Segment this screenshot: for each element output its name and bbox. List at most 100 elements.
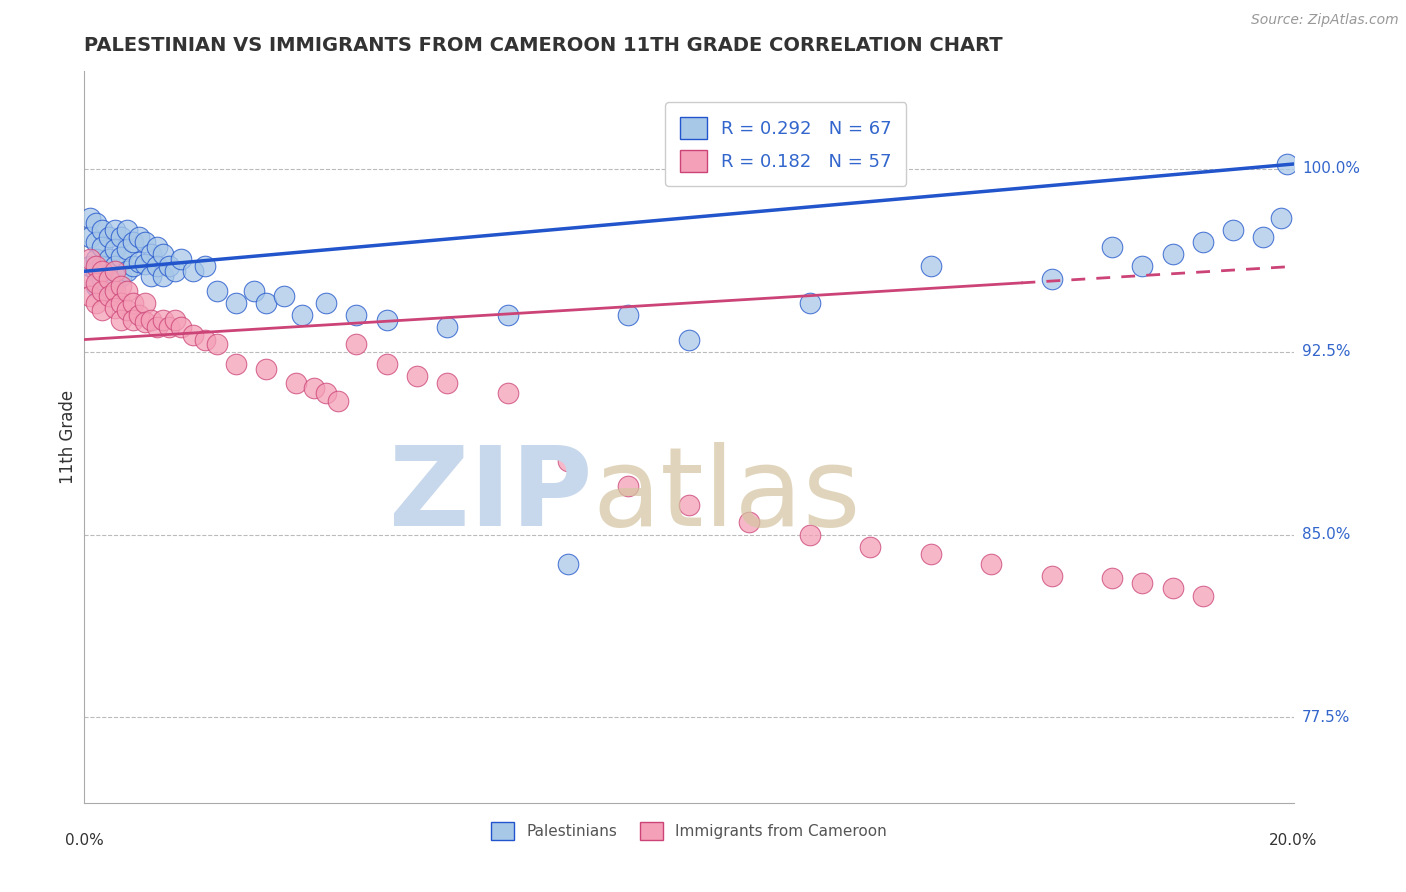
Point	[225, 296, 247, 310]
Point	[1192, 589, 1215, 603]
Text: 0.0%: 0.0%	[65, 833, 104, 848]
Point	[1161, 581, 1184, 595]
Text: 20.0%: 20.0%	[1270, 833, 1317, 848]
Point	[617, 479, 640, 493]
Point	[139, 269, 162, 284]
Point	[1101, 572, 1123, 586]
Point	[1040, 569, 1063, 583]
Point	[157, 260, 180, 274]
Point	[115, 303, 138, 318]
Point	[254, 361, 277, 376]
Point	[181, 327, 204, 342]
Point	[121, 260, 143, 274]
Text: 100.0%: 100.0%	[1302, 161, 1360, 177]
Point	[110, 296, 132, 310]
Point	[110, 269, 132, 284]
Point	[79, 211, 101, 225]
Point	[1040, 271, 1063, 285]
Point	[207, 337, 229, 351]
Point	[375, 357, 398, 371]
Point	[1192, 235, 1215, 249]
Point	[86, 260, 108, 274]
Point	[557, 454, 579, 468]
Point	[152, 313, 174, 327]
Point	[91, 264, 114, 278]
Point	[139, 313, 162, 327]
Point	[79, 288, 101, 302]
Point	[291, 308, 314, 322]
Point	[1277, 157, 1299, 171]
Point	[110, 230, 132, 244]
Point	[496, 308, 519, 322]
Point	[170, 252, 193, 266]
Point	[859, 540, 882, 554]
Point	[86, 252, 108, 266]
Point	[194, 260, 217, 274]
Point	[920, 260, 942, 274]
Point	[128, 230, 150, 244]
Point	[315, 296, 337, 310]
Point	[110, 250, 132, 264]
Point	[134, 316, 156, 330]
Text: 92.5%: 92.5%	[1302, 344, 1350, 359]
Point	[86, 277, 108, 291]
Point	[346, 337, 368, 351]
Point	[799, 296, 821, 310]
Point	[146, 320, 169, 334]
Point	[157, 320, 180, 334]
Point	[181, 264, 204, 278]
Point	[86, 215, 108, 229]
Point	[121, 235, 143, 249]
Point	[104, 260, 127, 274]
Point	[79, 260, 101, 274]
Point	[1222, 223, 1244, 237]
Point	[110, 313, 132, 327]
Point	[104, 301, 127, 315]
Point	[617, 308, 640, 322]
Point	[91, 271, 114, 285]
Point	[738, 516, 761, 530]
Point	[1130, 260, 1153, 274]
Text: 77.5%: 77.5%	[1302, 710, 1350, 725]
Point	[315, 386, 337, 401]
Point	[146, 240, 169, 254]
Point	[91, 223, 114, 237]
Point	[104, 277, 127, 291]
Point	[152, 269, 174, 284]
Point	[91, 303, 114, 318]
Point	[115, 264, 138, 278]
Point	[134, 235, 156, 249]
Point	[121, 296, 143, 310]
Point	[97, 230, 120, 244]
Text: PALESTINIAN VS IMMIGRANTS FROM CAMEROON 11TH GRADE CORRELATION CHART: PALESTINIAN VS IMMIGRANTS FROM CAMEROON …	[84, 36, 1002, 54]
Point	[207, 284, 229, 298]
Y-axis label: 11th Grade: 11th Grade	[59, 390, 77, 484]
Point	[91, 260, 114, 274]
Point	[557, 557, 579, 571]
Point	[375, 313, 398, 327]
Point	[346, 308, 368, 322]
Point	[302, 381, 325, 395]
Point	[496, 386, 519, 401]
Point	[97, 271, 120, 285]
Point	[436, 376, 458, 391]
Point	[194, 333, 217, 347]
Legend: Palestinians, Immigrants from Cameroon: Palestinians, Immigrants from Cameroon	[485, 815, 893, 847]
Point	[97, 267, 120, 281]
Point	[1253, 230, 1275, 244]
Text: Source: ZipAtlas.com: Source: ZipAtlas.com	[1251, 13, 1399, 28]
Point	[152, 247, 174, 261]
Point	[678, 333, 700, 347]
Point	[79, 252, 101, 266]
Point	[165, 313, 187, 327]
Point	[406, 369, 429, 384]
Point	[104, 284, 127, 298]
Point	[1270, 211, 1292, 225]
Point	[980, 557, 1002, 571]
Point	[128, 308, 150, 322]
Point	[134, 257, 156, 271]
Point	[86, 296, 108, 310]
Point	[79, 271, 101, 285]
Point	[285, 376, 308, 391]
Point	[328, 393, 350, 408]
